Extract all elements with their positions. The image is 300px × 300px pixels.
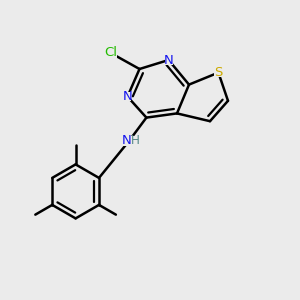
Text: Cl: Cl xyxy=(104,46,117,59)
Bar xyxy=(103,48,117,58)
Bar xyxy=(165,56,172,64)
Bar xyxy=(124,92,131,101)
Bar xyxy=(122,136,136,146)
Text: N: N xyxy=(122,134,131,148)
Text: H: H xyxy=(131,134,140,148)
Text: S: S xyxy=(214,66,223,79)
Text: N: N xyxy=(164,53,173,67)
Text: N: N xyxy=(123,90,132,103)
Bar xyxy=(214,68,223,77)
